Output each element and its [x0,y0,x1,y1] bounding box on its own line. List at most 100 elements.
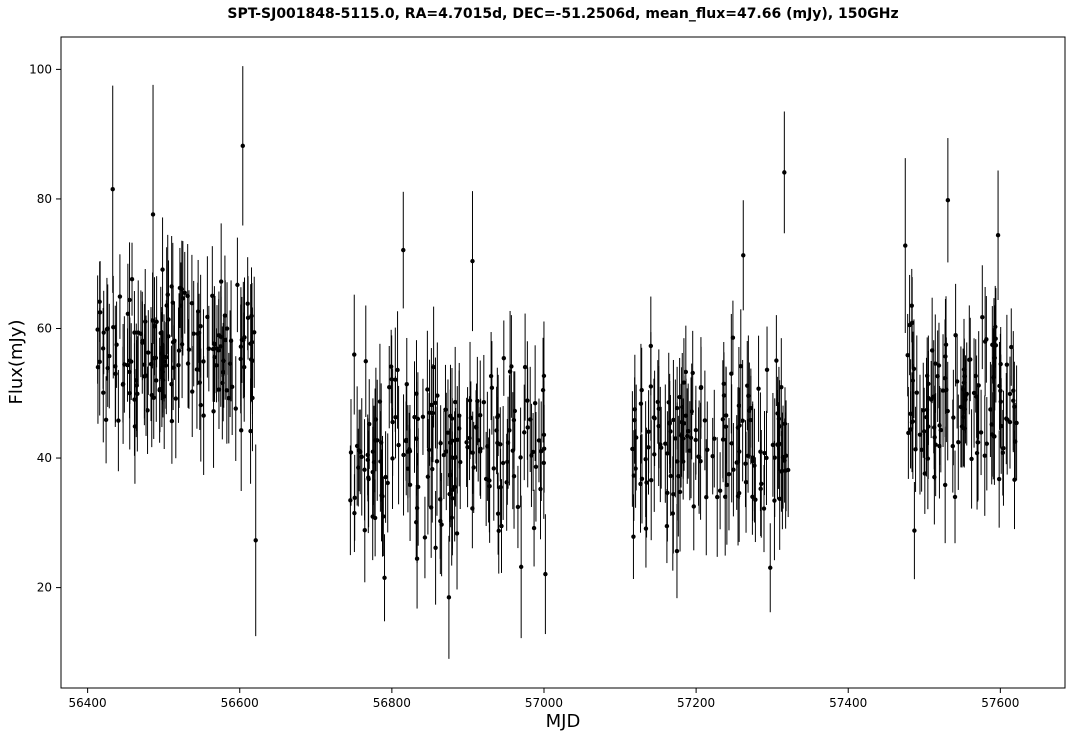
data-point [149,392,154,398]
data-point [666,400,671,405]
data-point [969,456,974,462]
data-point [159,351,164,356]
data-point [352,352,357,357]
data-point [745,383,750,388]
data-point [938,427,944,433]
data-point [1000,450,1006,455]
x-tick-label: 56800 [373,696,411,710]
data-point [205,314,210,320]
data-point [782,421,788,427]
data-point [924,414,929,420]
data-point [222,313,228,318]
data-point [253,538,258,543]
data-point [743,461,748,466]
data-point [414,505,420,511]
data-point [486,477,491,483]
data-point [438,440,443,446]
data-point [961,414,966,420]
data-point [452,484,457,490]
datapoint-layer [95,143,1019,600]
data-point [388,364,394,369]
data-point [241,337,246,343]
data-point [227,361,233,366]
data-point [494,428,499,433]
data-point [717,488,723,493]
data-point [740,418,745,423]
data-point [142,362,147,367]
data-point [712,436,717,441]
x-tick-label: 57400 [829,696,867,710]
data-point [113,364,118,369]
data-point [905,352,910,358]
data-point [489,385,495,391]
data-point [687,448,692,453]
data-point [945,408,950,414]
data-point [543,571,548,577]
data-point [753,497,758,502]
data-point [720,437,726,442]
data-point [536,438,542,443]
data-point [980,315,985,320]
data-point [405,466,411,471]
data-point [937,443,942,449]
data-point [777,496,782,501]
data-point [633,466,638,471]
data-point [431,364,436,370]
data-point [674,459,680,464]
data-point [427,410,432,415]
data-point [150,212,156,217]
data-point [458,459,463,465]
x-tick-label: 57200 [677,696,715,710]
data-point [681,380,687,385]
data-point [452,399,458,405]
data-point [764,367,770,372]
data-point [779,469,784,474]
data-point [250,395,255,401]
data-point [363,359,368,364]
data-point [134,378,139,383]
data-point [777,424,782,429]
data-point [925,424,931,429]
data-point [540,387,546,393]
data-point [178,303,184,308]
data-point [160,267,165,272]
data-point [140,338,145,344]
data-point [976,383,981,388]
data-point [762,450,767,456]
data-point [1001,445,1006,451]
data-point [467,398,473,403]
data-point [454,531,460,536]
data-point [956,440,961,445]
data-point [511,417,517,423]
data-point [412,414,417,420]
y-tick-label: 60 [37,321,52,335]
data-point [696,454,702,460]
data-point [125,311,131,316]
data-point [134,383,139,388]
data-point [689,409,694,414]
data-point [127,369,132,375]
data-point [157,388,162,393]
data-point [505,440,511,445]
data-point [971,390,977,396]
data-point [122,362,127,367]
data-point [210,293,215,298]
data-point [453,455,458,460]
data-point [250,358,255,363]
data-point [172,338,177,343]
data-point [195,309,201,314]
y-axis-label: Flux(mJy) [6,320,27,405]
data-point [721,381,726,386]
data-point [1012,477,1017,482]
data-point [378,459,383,464]
data-point [110,187,115,192]
data-point [522,430,527,435]
data-point [252,330,257,335]
data-point [127,297,132,303]
data-point [169,381,174,387]
data-point [161,354,167,359]
data-point [677,394,682,400]
data-point [498,485,503,490]
data-point [951,415,956,420]
data-point [671,492,676,497]
